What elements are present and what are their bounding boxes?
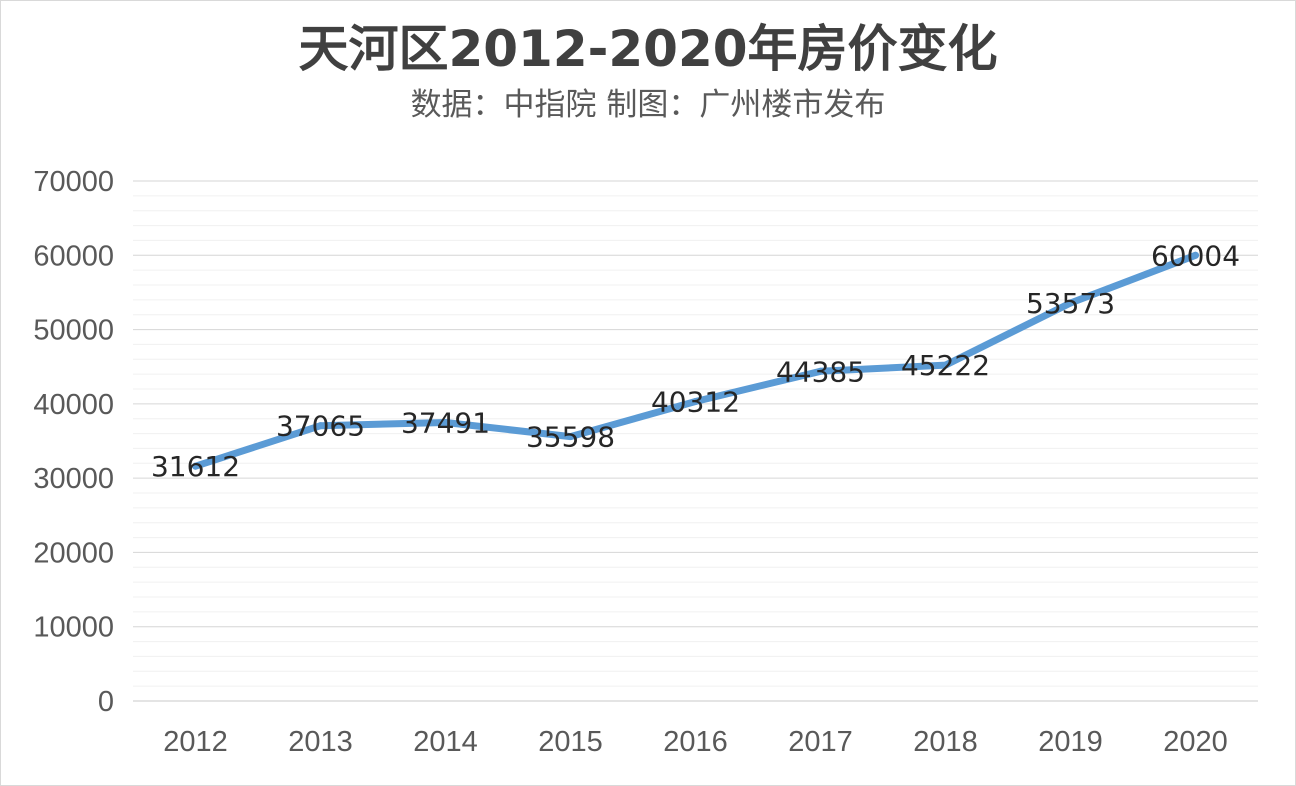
- x-tick-label: 2018: [913, 726, 978, 758]
- y-axis-tick-labels: 0 10000 20000 30000 40000 50000 60000 70000: [33, 166, 114, 718]
- x-tick-label: 2014: [413, 726, 478, 758]
- y-tick-label: 30000: [33, 463, 114, 495]
- data-point: [317, 422, 324, 430]
- data-label: 37065: [276, 410, 365, 443]
- data-label: 60004: [1151, 239, 1240, 272]
- chart-subtitle: 数据：中指院 制图：广州楼市发布: [410, 87, 886, 123]
- y-tick-label: 0: [98, 686, 114, 718]
- x-tick-label: 2019: [1038, 726, 1103, 758]
- y-tick-label: 10000: [33, 612, 114, 644]
- data-label: 35598: [526, 421, 615, 454]
- y-tick-label: 70000: [33, 166, 114, 198]
- minor-gridlines: [133, 195, 1258, 687]
- data-labels: 31612 37065 37491 35598 40312 44385 45222 53573…: [151, 239, 1240, 483]
- x-tick-label: 2017: [788, 726, 853, 758]
- x-tick-label: 2012: [163, 726, 228, 758]
- chart-title: 天河区2012-2020年房价变化: [298, 20, 998, 78]
- data-point: [817, 367, 824, 375]
- data-label: 45222: [901, 349, 990, 382]
- y-tick-label: 40000: [33, 389, 114, 421]
- y-tick-label: 50000: [33, 315, 114, 347]
- y-tick-label: 20000: [33, 537, 114, 569]
- data-point: [942, 361, 949, 369]
- y-tick-label: 60000: [33, 240, 114, 272]
- data-point: [1192, 251, 1199, 259]
- data-point: [567, 433, 574, 441]
- series-lines: [192, 251, 1199, 470]
- data-point: [692, 398, 699, 406]
- data-label: 44385: [776, 355, 865, 388]
- x-tick-label: 2020: [1163, 726, 1228, 758]
- data-point: [192, 462, 199, 470]
- x-tick-label: 2013: [288, 726, 353, 758]
- data-point: [442, 418, 449, 426]
- data-point: [1067, 299, 1074, 307]
- x-tick-label: 2015: [538, 726, 603, 758]
- major-gridlines: [133, 180, 1258, 702]
- x-axis-tick-labels: 2012 2013 2014 2015 2016 2017 2018 2019 2020: [163, 726, 1228, 758]
- data-label: 40312: [651, 386, 740, 419]
- x-tick-label: 2016: [663, 726, 728, 758]
- data-label: 53573: [1026, 287, 1115, 320]
- data-label: 31612: [151, 450, 240, 483]
- data-label: 37491: [401, 406, 490, 439]
